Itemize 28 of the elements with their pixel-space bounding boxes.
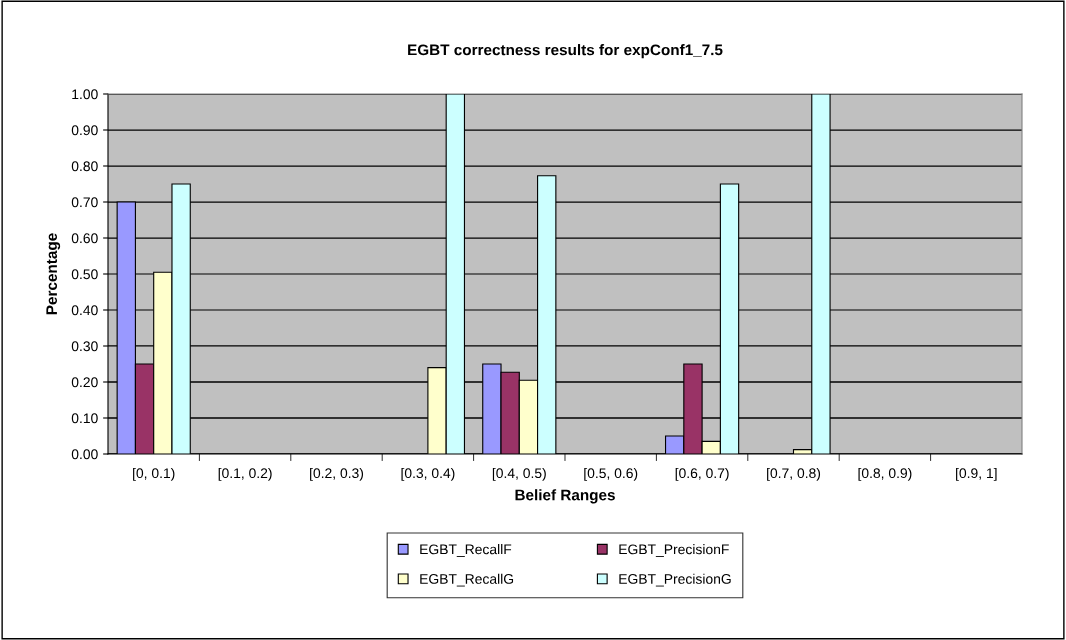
y-tick-label: 0.20 (71, 377, 98, 388)
y-tick-label: 0.50 (71, 269, 98, 280)
x-tick-label: [0.2, 0.3) (310, 467, 364, 481)
y-tick-label: 0.00 (71, 449, 98, 460)
y-axis-title: Percentage (46, 233, 61, 315)
legend-label: EGBT_PrecisionF (619, 544, 729, 557)
chart-title: EGBT correctness results for expConf1_7.5 (408, 44, 723, 59)
x-tick-label: [0.3, 0.4) (401, 467, 455, 481)
y-tick-label: 0.90 (71, 125, 98, 136)
y-tick-label: 0.40 (71, 305, 98, 316)
x-tick-label: [0.7, 0.8) (767, 467, 821, 481)
y-tick-label: 0.60 (71, 233, 98, 244)
y-tick-label: 0.30 (71, 341, 98, 352)
x-tick-label: [0.1, 0.2) (218, 467, 272, 481)
legend-label: EGBT_PrecisionG (619, 573, 731, 587)
y-tick-label: 0.10 (71, 413, 98, 424)
x-tick-label: [0.9, 1] (956, 467, 997, 481)
y-tick-label: 0.70 (71, 197, 98, 208)
legend-label: EGBT_RecallF (420, 544, 512, 557)
x-tick-label: [0.4, 0.5) (492, 467, 546, 481)
x-tick-label: [0.8, 0.9) (858, 467, 912, 481)
legend-label: EGBT_RecallG (420, 573, 514, 587)
x-axis-title: Belief Ranges (515, 489, 615, 504)
x-tick-label: [0, 0.1) (133, 467, 175, 481)
x-tick-label: [0.5, 0.6) (584, 467, 638, 481)
y-tick-label: 1.00 (72, 89, 98, 100)
y-tick-label: 0.80 (71, 161, 98, 172)
x-tick-label: [0.6, 0.7) (675, 467, 729, 481)
